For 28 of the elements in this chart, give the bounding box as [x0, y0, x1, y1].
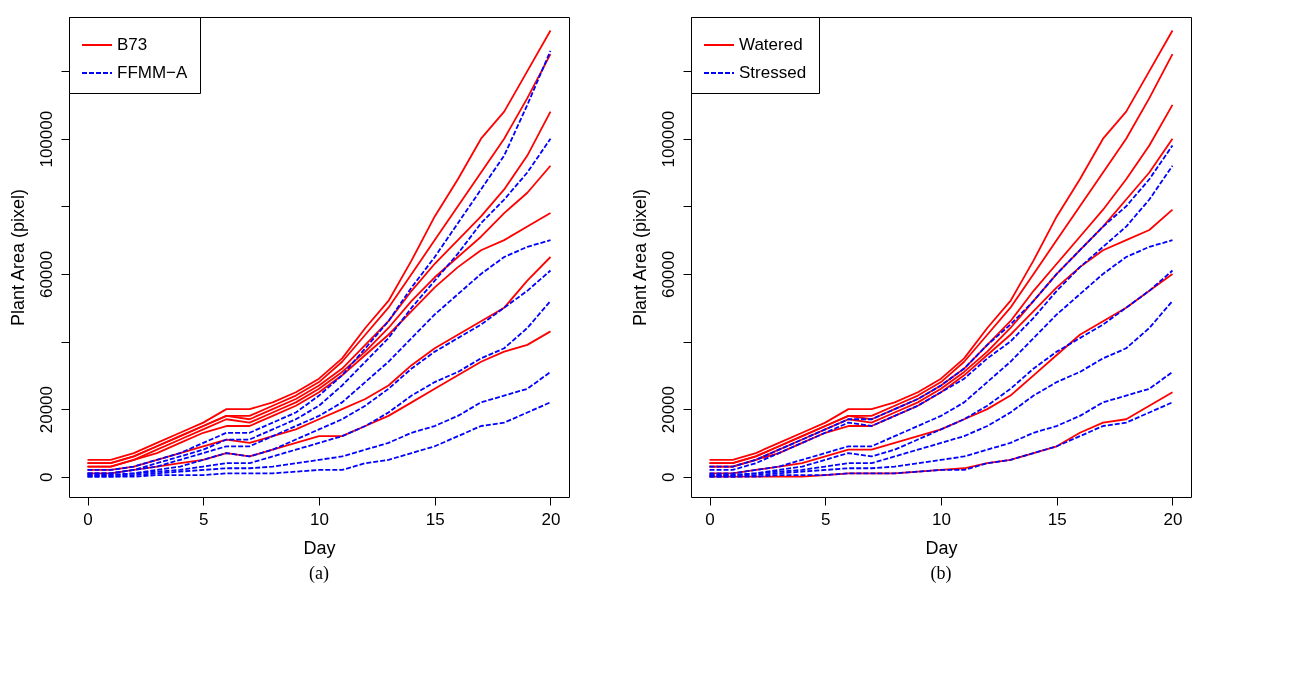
x-axis-title: Day [303, 537, 336, 558]
y-tick-label: 20000 [36, 385, 56, 434]
text: (a) [309, 563, 329, 584]
y-tick-label: 100000 [36, 110, 56, 168]
x-tick-label: 15 [1047, 509, 1067, 529]
y-tick-label: 0 [36, 472, 56, 482]
legend-label: FFMM−A [117, 63, 189, 82]
y-axis-title: Plant Area (pixel) [7, 188, 28, 327]
legend-label: B73 [117, 35, 148, 54]
x-tick-label: 5 [199, 509, 209, 529]
x-tick-label: 10 [310, 509, 329, 529]
x-axis-title: Day [925, 537, 958, 558]
y-tick-label: 20000 [658, 385, 678, 434]
text: (b) [930, 563, 952, 584]
legend-label: Watered [739, 35, 803, 54]
y-tick-label: 60000 [36, 250, 56, 299]
x-tick-label: 10 [932, 509, 951, 529]
x-tick-label: 15 [425, 509, 445, 529]
x-tick-label: 20 [541, 509, 561, 529]
y-tick-label: 0 [658, 472, 678, 482]
x-tick-label: 0 [705, 509, 715, 529]
y-axis-title: Plant Area (pixel) [629, 188, 650, 327]
y-tick-label: 60000 [658, 250, 678, 299]
legend-label: Stressed [739, 63, 807, 82]
x-tick-label: 20 [1163, 509, 1183, 529]
y-tick-label: 100000 [658, 110, 678, 168]
x-tick-label: 0 [83, 509, 93, 529]
x-tick-label: 5 [821, 509, 831, 529]
